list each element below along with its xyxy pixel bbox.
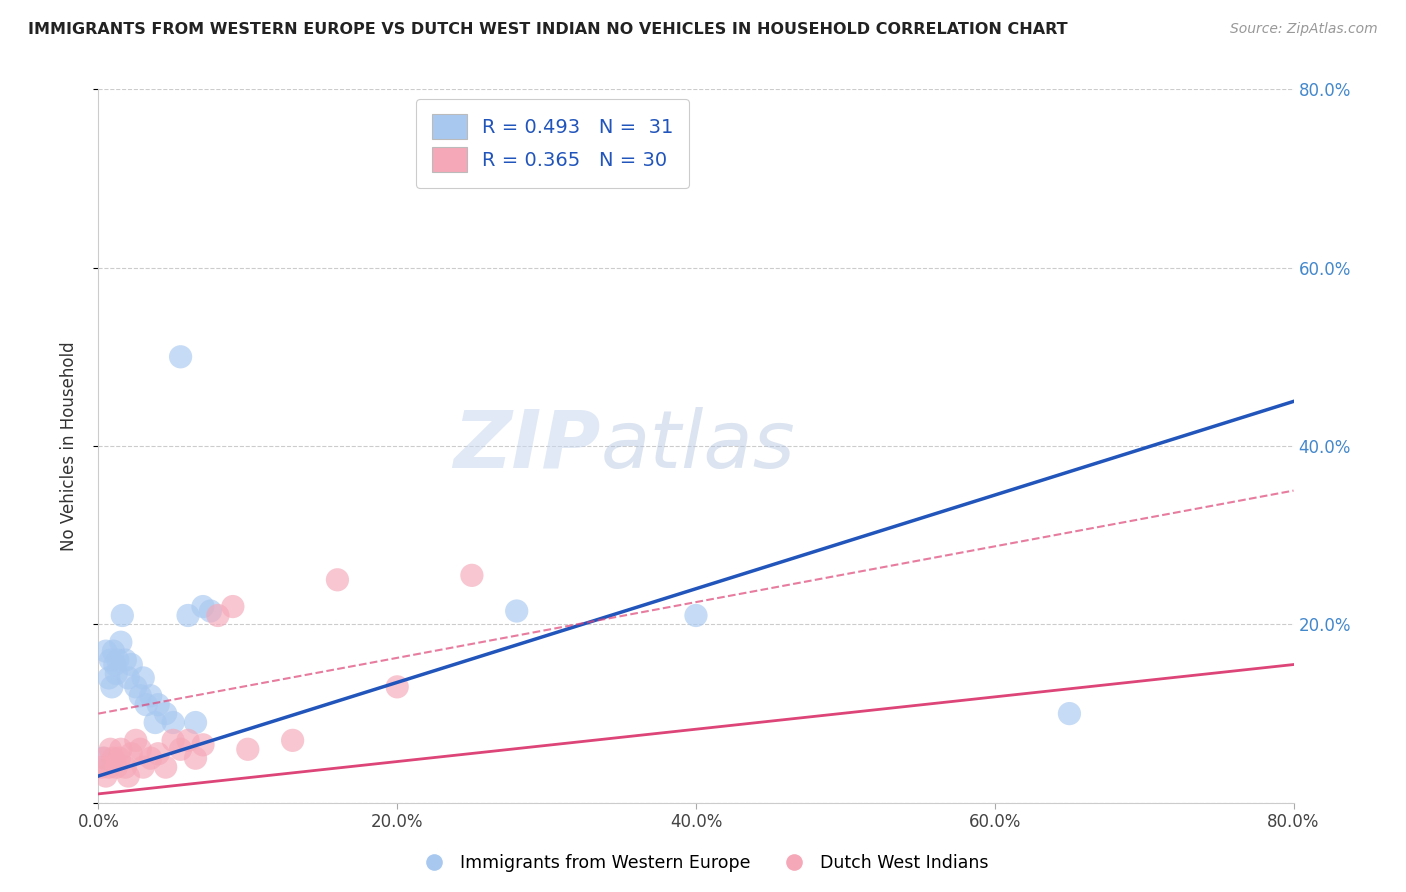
Point — [91, 751, 114, 765]
Point — [100, 742, 122, 756]
Point — [125, 680, 148, 694]
Point — [191, 599, 214, 614]
Point — [155, 760, 177, 774]
Point — [100, 653, 122, 667]
Point — [184, 751, 207, 765]
Point — [110, 635, 132, 649]
Point — [103, 644, 125, 658]
Point — [94, 644, 117, 658]
Point — [135, 698, 157, 712]
Point — [129, 742, 152, 756]
Point — [162, 733, 184, 747]
Point — [97, 671, 120, 685]
Point — [107, 653, 129, 667]
Y-axis label: No Vehicles in Household: No Vehicles in Household — [59, 341, 77, 551]
Point — [177, 608, 200, 623]
Point — [117, 671, 139, 685]
Text: Source: ZipAtlas.com: Source: ZipAtlas.com — [1230, 22, 1378, 37]
Point — [281, 733, 304, 747]
Point — [94, 769, 117, 783]
Point — [120, 747, 142, 761]
Point — [129, 689, 152, 703]
Point — [207, 608, 229, 623]
Point — [148, 698, 170, 712]
Point — [200, 604, 222, 618]
Point — [1059, 706, 1081, 721]
Point — [132, 760, 155, 774]
Point — [506, 604, 529, 618]
Point — [461, 568, 484, 582]
Point — [385, 680, 409, 694]
Point — [177, 733, 200, 747]
Point — [105, 760, 128, 774]
Text: ZIP: ZIP — [453, 407, 600, 485]
Point — [111, 608, 134, 623]
Point — [139, 751, 162, 765]
Point — [236, 742, 259, 756]
Point — [191, 738, 214, 752]
Point — [222, 599, 245, 614]
Point — [105, 666, 128, 681]
Point — [93, 751, 115, 765]
Point — [114, 653, 136, 667]
Point — [103, 751, 125, 765]
Point — [139, 689, 162, 703]
Point — [125, 733, 148, 747]
Point — [169, 742, 191, 756]
Point — [155, 706, 177, 721]
Point — [184, 715, 207, 730]
Legend: Immigrants from Western Europe, Dutch West Indians: Immigrants from Western Europe, Dutch We… — [411, 847, 995, 879]
Point — [148, 747, 170, 761]
Point — [162, 715, 184, 730]
Point — [90, 760, 112, 774]
Point — [110, 742, 132, 756]
Point — [169, 350, 191, 364]
Point — [101, 680, 124, 694]
Legend: R = 0.493   N =  31, R = 0.365   N = 30: R = 0.493 N = 31, R = 0.365 N = 30 — [416, 99, 689, 188]
Point — [685, 608, 707, 623]
Text: IMMIGRANTS FROM WESTERN EUROPE VS DUTCH WEST INDIAN NO VEHICLES IN HOUSEHOLD COR: IMMIGRANTS FROM WESTERN EUROPE VS DUTCH … — [28, 22, 1067, 37]
Point — [120, 657, 142, 672]
Point — [132, 671, 155, 685]
Point — [117, 769, 139, 783]
Point — [108, 751, 131, 765]
Point — [114, 760, 136, 774]
Point — [143, 715, 166, 730]
Point — [97, 760, 120, 774]
Point — [104, 657, 127, 672]
Point — [326, 573, 349, 587]
Text: atlas: atlas — [600, 407, 796, 485]
